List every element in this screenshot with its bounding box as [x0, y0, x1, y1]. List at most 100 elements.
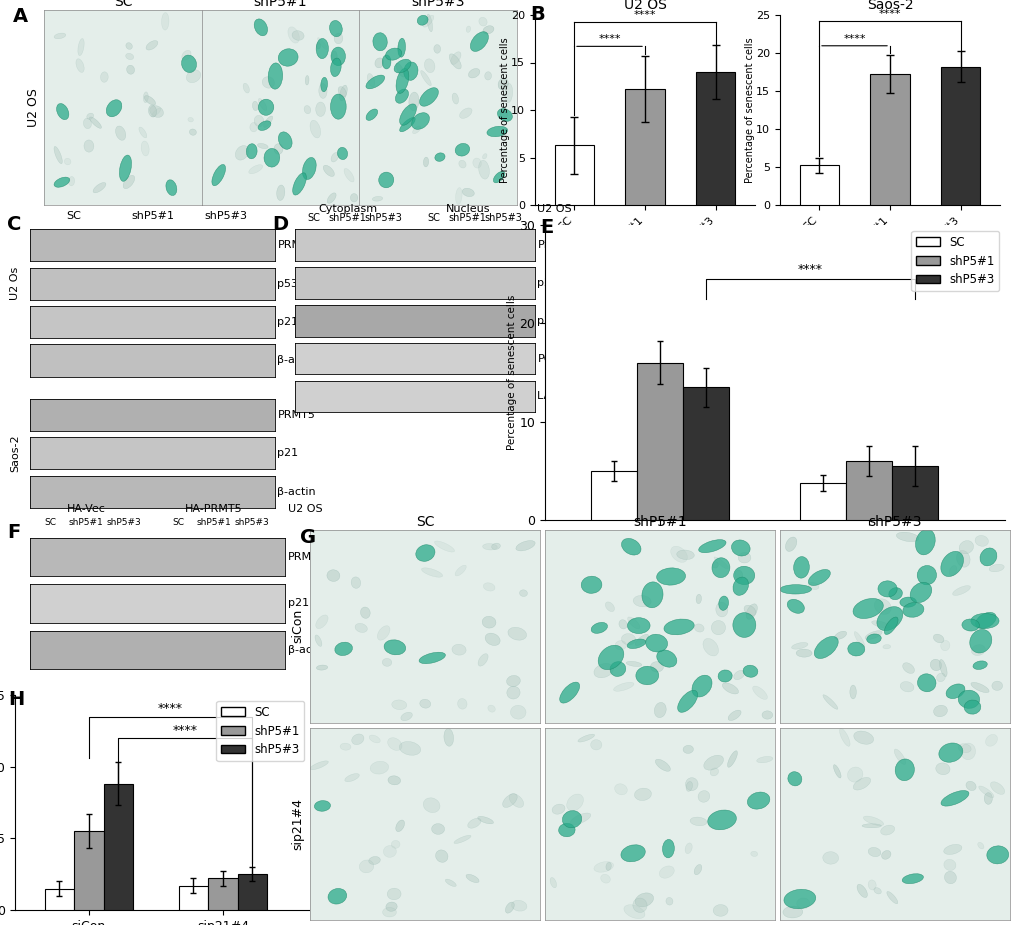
Ellipse shape — [497, 78, 507, 90]
Ellipse shape — [454, 143, 469, 156]
Title: shP5#3: shP5#3 — [411, 0, 465, 9]
Ellipse shape — [458, 698, 467, 709]
Ellipse shape — [507, 627, 526, 640]
Text: ****: **** — [633, 10, 655, 19]
Text: HA-PRMT5: HA-PRMT5 — [184, 503, 243, 513]
Ellipse shape — [455, 188, 462, 204]
Ellipse shape — [938, 660, 947, 677]
Ellipse shape — [314, 801, 330, 811]
Ellipse shape — [561, 810, 581, 828]
Title: SC: SC — [416, 515, 434, 529]
Ellipse shape — [181, 50, 191, 60]
Bar — [625, 89, 663, 205]
Text: ****: **** — [797, 263, 822, 277]
Ellipse shape — [833, 765, 841, 778]
Title: shP5#1: shP5#1 — [633, 515, 686, 529]
Text: SC: SC — [66, 211, 82, 221]
Ellipse shape — [578, 734, 594, 742]
Ellipse shape — [988, 564, 1004, 572]
Ellipse shape — [462, 189, 474, 197]
Ellipse shape — [145, 95, 156, 105]
Ellipse shape — [626, 661, 641, 667]
Ellipse shape — [420, 699, 430, 709]
Ellipse shape — [317, 38, 327, 50]
Ellipse shape — [685, 843, 692, 854]
Ellipse shape — [453, 835, 471, 844]
Ellipse shape — [366, 75, 384, 89]
Ellipse shape — [934, 763, 949, 775]
Ellipse shape — [873, 888, 880, 894]
Ellipse shape — [423, 798, 439, 812]
Ellipse shape — [941, 791, 968, 806]
Ellipse shape — [621, 845, 645, 862]
Ellipse shape — [645, 635, 666, 652]
Text: A: A — [13, 7, 28, 26]
Ellipse shape — [395, 89, 409, 104]
Ellipse shape — [263, 116, 272, 128]
Ellipse shape — [867, 880, 875, 890]
Ellipse shape — [635, 666, 658, 684]
Ellipse shape — [742, 665, 757, 677]
Ellipse shape — [943, 859, 955, 870]
Ellipse shape — [181, 56, 197, 72]
Ellipse shape — [478, 18, 487, 26]
Ellipse shape — [329, 20, 342, 37]
Ellipse shape — [677, 690, 697, 712]
Ellipse shape — [581, 576, 601, 593]
Ellipse shape — [940, 640, 949, 651]
Ellipse shape — [727, 751, 737, 767]
Ellipse shape — [902, 602, 923, 617]
Ellipse shape — [960, 743, 974, 759]
Ellipse shape — [323, 166, 334, 177]
Ellipse shape — [337, 147, 347, 159]
Legend: SC, shP5#1, shP5#3: SC, shP5#1, shP5#3 — [910, 231, 999, 291]
Ellipse shape — [303, 157, 316, 179]
Ellipse shape — [685, 778, 697, 791]
Ellipse shape — [343, 168, 354, 182]
Ellipse shape — [614, 641, 626, 650]
Ellipse shape — [382, 907, 396, 917]
Ellipse shape — [558, 823, 575, 837]
Ellipse shape — [793, 557, 808, 578]
Ellipse shape — [593, 861, 613, 872]
Ellipse shape — [972, 660, 986, 670]
Bar — [103, 783, 132, 910]
Ellipse shape — [984, 734, 997, 746]
Title: shP5#1: shP5#1 — [254, 0, 307, 9]
Ellipse shape — [149, 105, 156, 117]
Ellipse shape — [702, 638, 717, 656]
Ellipse shape — [377, 625, 389, 640]
Text: shP5#1: shP5#1 — [68, 518, 103, 527]
Ellipse shape — [867, 847, 880, 857]
Ellipse shape — [713, 557, 728, 569]
Ellipse shape — [146, 41, 158, 50]
Ellipse shape — [419, 88, 438, 106]
Ellipse shape — [899, 598, 915, 607]
Legend: SC, shP5#1, shP5#3: SC, shP5#1, shP5#3 — [216, 701, 304, 761]
Ellipse shape — [451, 93, 459, 104]
Ellipse shape — [276, 185, 284, 201]
Ellipse shape — [250, 122, 258, 132]
Ellipse shape — [344, 773, 359, 782]
Ellipse shape — [695, 594, 701, 604]
Ellipse shape — [635, 893, 653, 906]
Ellipse shape — [373, 32, 387, 51]
Ellipse shape — [902, 662, 914, 673]
Ellipse shape — [115, 126, 125, 141]
Ellipse shape — [360, 607, 370, 619]
Ellipse shape — [567, 794, 583, 811]
Text: SC: SC — [427, 214, 440, 224]
Text: Saos-2: Saos-2 — [10, 435, 20, 472]
Ellipse shape — [707, 810, 736, 830]
Ellipse shape — [504, 902, 514, 913]
Ellipse shape — [694, 624, 703, 632]
Ellipse shape — [656, 568, 685, 586]
Ellipse shape — [106, 100, 121, 117]
Ellipse shape — [978, 786, 993, 797]
Ellipse shape — [434, 541, 454, 552]
Ellipse shape — [359, 860, 373, 873]
Ellipse shape — [873, 598, 891, 614]
Ellipse shape — [780, 585, 811, 594]
Ellipse shape — [412, 113, 429, 130]
Ellipse shape — [423, 15, 433, 27]
